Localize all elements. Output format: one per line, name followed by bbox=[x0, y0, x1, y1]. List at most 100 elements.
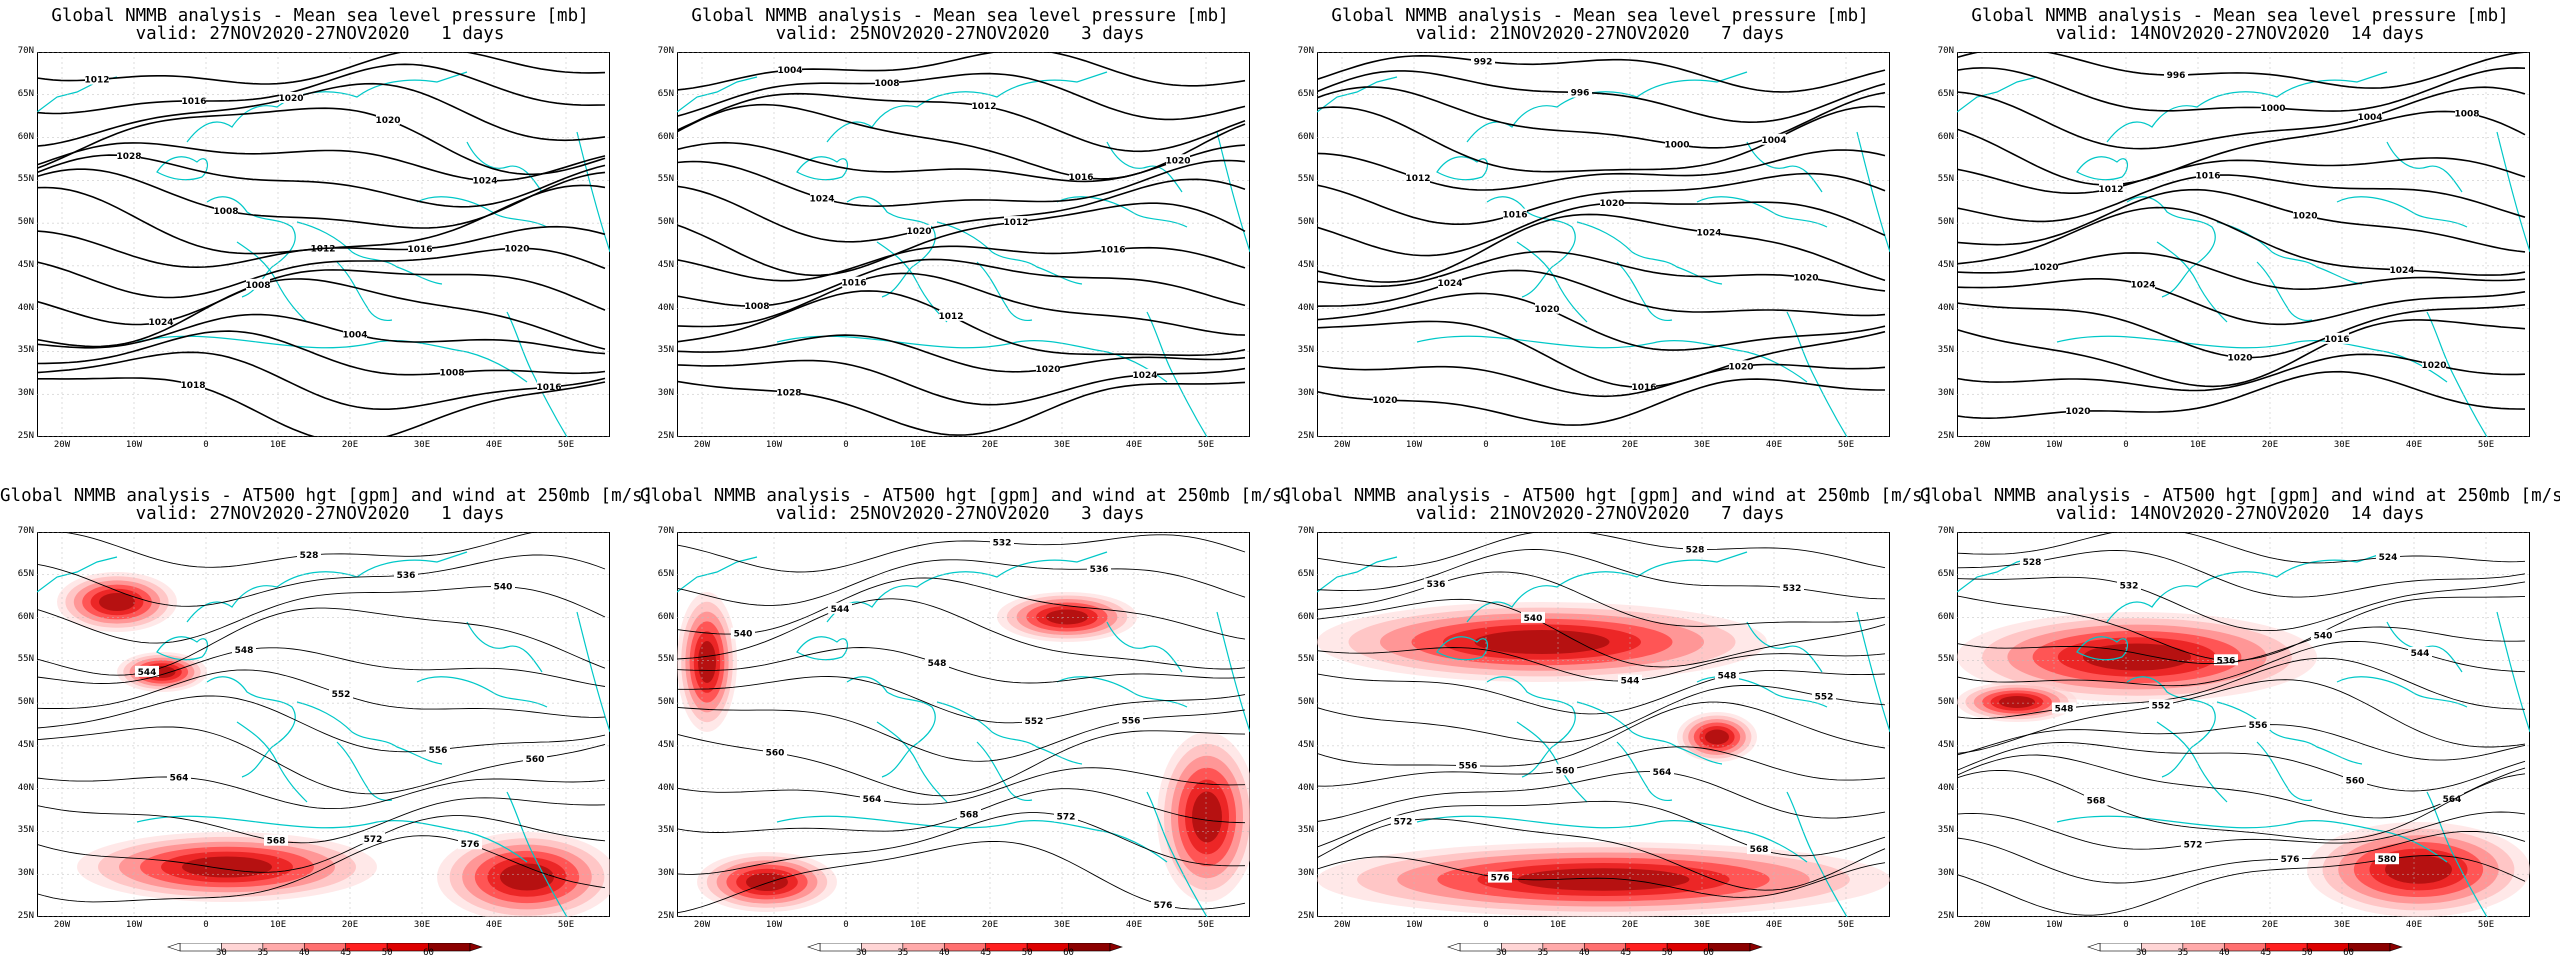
coastline bbox=[1786, 791, 1848, 917]
latitude-label: 40N bbox=[1937, 782, 1954, 793]
isoline bbox=[37, 776, 606, 810]
isoline-label: 576 bbox=[461, 840, 480, 850]
longitude-label: 10W bbox=[765, 920, 783, 930]
isoline bbox=[1957, 626, 2526, 665]
isoline-label: 548 bbox=[2055, 705, 2074, 715]
panel-valid-period: valid: 27NOV2020-27NOV2020 1 days bbox=[135, 24, 505, 44]
isoline bbox=[37, 313, 606, 355]
isoline-label-bg bbox=[2164, 68, 2188, 80]
colorbar-low-arrow bbox=[1447, 942, 1461, 952]
isoline bbox=[37, 82, 606, 147]
isoline bbox=[1957, 52, 2526, 89]
isoline-label: 576 bbox=[1491, 874, 1510, 884]
mslp-panel-14days: Global NMMB analysis - Mean sea level pr… bbox=[1920, 0, 2560, 480]
panel-valid-period: valid: 27NOV2020-27NOV2020 1 days bbox=[135, 504, 505, 524]
colorbar-tick-label: 50 bbox=[381, 948, 393, 958]
isoline bbox=[1957, 550, 2526, 598]
coastline bbox=[1516, 241, 1588, 323]
isoline-label-bg bbox=[1665, 138, 1689, 150]
map-svg: 992 996 1000 1004 1012 1016 1020 1024 1020 1024 10… bbox=[1317, 52, 1890, 437]
coastline bbox=[796, 156, 849, 181]
latitude-label: 25N bbox=[17, 431, 34, 441]
coastline bbox=[846, 196, 936, 298]
isoline-label: 1028 bbox=[776, 388, 801, 398]
isoline-label-bg bbox=[264, 834, 288, 846]
isoline bbox=[1317, 856, 1886, 898]
longitude-label: 20W bbox=[1973, 440, 1991, 450]
isoline-label: 544 bbox=[2411, 649, 2430, 659]
isoline bbox=[677, 534, 1246, 573]
colorbar-tick-label: 30 bbox=[2136, 948, 2147, 958]
isoline-label: 1012 bbox=[1003, 218, 1028, 228]
longitude-label: 30E bbox=[413, 440, 431, 450]
isoline-label-bg bbox=[2440, 792, 2464, 804]
isoline-label-bg bbox=[167, 771, 191, 783]
isoline-label-bg bbox=[2343, 774, 2367, 786]
longitude-label: 50E bbox=[1837, 440, 1855, 450]
isoline bbox=[1957, 206, 2526, 276]
isoline-label: 560 bbox=[526, 755, 545, 765]
colorbar-tick-label: 35 bbox=[897, 948, 909, 958]
longitude-label: 40E bbox=[1125, 440, 1143, 450]
isoline-label-bg bbox=[1391, 815, 1415, 827]
isoline bbox=[1317, 292, 1886, 351]
isoline-label: 552 bbox=[1815, 693, 1834, 703]
isoline bbox=[1957, 278, 2526, 326]
latitude-label: 55N bbox=[657, 654, 674, 665]
latitude-label: 55N bbox=[17, 654, 34, 665]
isoline-label-bg bbox=[1729, 360, 1753, 372]
isoline-label-bg bbox=[2293, 209, 2317, 221]
isoline-label: 1016 bbox=[1631, 383, 1656, 393]
longitude-label: 10E bbox=[1549, 920, 1567, 930]
latitude-label: 50N bbox=[17, 217, 34, 228]
coastline bbox=[1436, 636, 1489, 661]
coastlines bbox=[1317, 551, 1890, 917]
coastline bbox=[776, 815, 1168, 863]
isoline-label: 528 bbox=[1686, 545, 1705, 555]
colorbar-tick-label: 45 bbox=[2260, 948, 2272, 958]
isoline bbox=[1957, 67, 2526, 112]
isoline-label-bg bbox=[1715, 669, 1739, 681]
isoline-label-bg bbox=[2034, 261, 2058, 273]
wind-speed-band bbox=[2385, 855, 2452, 884]
isoline bbox=[1317, 363, 1886, 398]
panel-title: Global NMMB analysis - Mean sea level pr… bbox=[691, 6, 1229, 26]
longitude-label: 40E bbox=[485, 920, 503, 930]
isoline-label-bg bbox=[2099, 182, 2123, 194]
map-area: 996 1000 1004 1008 1012 1016 1020 1024 1020 1024 1… bbox=[1938, 46, 2530, 450]
isoline-label-bg bbox=[731, 627, 755, 639]
isoline bbox=[677, 334, 1246, 373]
longitude-label: 30E bbox=[1693, 440, 1711, 450]
colorbar-tick-label: 40 bbox=[2218, 948, 2230, 958]
isoline-label-bg bbox=[2422, 358, 2446, 370]
isoline bbox=[677, 272, 1246, 336]
isoline-label: 1020 bbox=[2421, 361, 2446, 371]
isoline bbox=[1957, 811, 2526, 850]
isoline-label-bg bbox=[2228, 351, 2252, 363]
isoline bbox=[1957, 769, 2526, 841]
isoline-label: 540 bbox=[2314, 632, 2333, 642]
coastline bbox=[2496, 611, 2530, 733]
panel-title: Global NMMB analysis - Mean sea level pr… bbox=[1331, 6, 1869, 26]
gridlines bbox=[37, 532, 610, 917]
longitude-label: 10E bbox=[909, 920, 927, 930]
longitude-label: 0 bbox=[1483, 440, 1489, 450]
colorbar-tick-label: 35 bbox=[1537, 948, 1549, 958]
isoline-label: 1008 bbox=[744, 302, 769, 312]
isoline-label: 1016 bbox=[181, 97, 206, 107]
map-area: 992 996 1000 1004 1012 1016 1020 1024 1020 1024 10… bbox=[1298, 46, 1890, 450]
longitude-label: 20W bbox=[693, 920, 711, 930]
panel-title: Global NMMB analysis - AT500 hgt [gpm] a… bbox=[1280, 486, 1934, 506]
isoline-label: 568 bbox=[960, 810, 979, 820]
colorbar-tick-label: 50 bbox=[1021, 948, 1033, 958]
latitude-label: 60N bbox=[657, 131, 674, 142]
isoline bbox=[677, 72, 1246, 121]
wind-speed-band bbox=[1474, 630, 1610, 654]
isoline-label: 1020 bbox=[278, 94, 303, 104]
latitude-label: 25N bbox=[1937, 431, 1954, 441]
latitude-label: 30N bbox=[1297, 388, 1314, 399]
longitude-label: 30E bbox=[413, 920, 431, 930]
isoline-label-bg bbox=[1101, 243, 1125, 255]
latitude-label: 40N bbox=[17, 782, 34, 793]
latitude-label: 65N bbox=[1297, 568, 1314, 579]
